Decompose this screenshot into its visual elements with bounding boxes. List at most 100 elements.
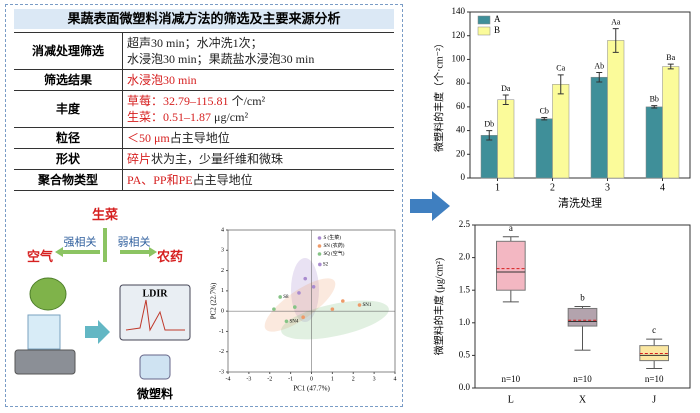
row-label: 粒径 <box>14 127 123 149</box>
row-content: 超声30 min；水冲洗1次； 水浸泡30 min；果蔬盐水浸泡30 min <box>122 32 394 70</box>
y-axis-title: 微塑料的丰度（个·cm⁻²） <box>432 38 445 152</box>
row-label: 丰度 <box>14 90 123 128</box>
table-row: 筛选结果 水浸泡30 min <box>14 69 394 91</box>
legend-label: SN (农药) <box>324 242 345 249</box>
y-tick-label: 120 <box>452 30 466 40</box>
y-tick-label: 0.5 <box>459 349 471 359</box>
point-label: S2 <box>323 263 329 268</box>
content-text: 草莓：32.79–115.81 <box>127 94 229 108</box>
y-tick-label: 1 <box>221 288 224 294</box>
x-tick-label: 3 <box>605 182 610 193</box>
content-line: 草莓：32.79–115.81 个/cm² <box>127 93 390 109</box>
y-tick-label: 20 <box>456 148 466 158</box>
summary-table: 消减处理筛选 超声30 min；水冲洗1次； 水浸泡30 min；果蔬盐水浸泡30 … <box>14 32 394 191</box>
row-content: 碎片状为主，少量纤维和微珠 <box>122 148 394 170</box>
content-line: PA、PP和PE占主导地位 <box>127 172 390 188</box>
n-label: n=10 <box>502 374 521 384</box>
bar <box>662 66 680 179</box>
y-tick-label: -2 <box>219 349 224 355</box>
x-tick-label: 1 <box>331 376 334 382</box>
x-tick-label: -1 <box>288 376 293 382</box>
x-tick-label: J <box>652 394 656 405</box>
error-bar <box>486 130 493 141</box>
point <box>303 276 308 281</box>
point-label: S8 <box>283 295 289 300</box>
significance-label: Bb <box>650 94 659 103</box>
significance-label: Ba <box>666 53 675 62</box>
arrow-head <box>149 247 157 257</box>
y-tick-label: 2.0 <box>459 252 471 262</box>
strong-label: 强相关 <box>64 235 97 249</box>
y-tick-label: 1.0 <box>459 317 471 327</box>
point <box>272 307 276 311</box>
y-tick-label: 140 <box>452 6 466 16</box>
y-tick-label: 60 <box>456 101 466 111</box>
box <box>567 307 598 327</box>
point <box>278 295 282 299</box>
legend-swatch <box>477 26 491 36</box>
content-text: 水浸泡30 min <box>127 73 197 87</box>
beaker-icon <box>27 314 61 350</box>
stirrer-icon <box>14 349 76 375</box>
content-text: PA、PP和PE <box>127 173 193 187</box>
significance-label: c <box>652 325 656 335</box>
weak-label: 弱相关 <box>118 235 151 249</box>
content-line: 超声30 min；水冲洗1次； <box>127 35 390 51</box>
bar <box>607 40 625 179</box>
content-text: 占主导地位 <box>169 131 230 145</box>
lettuce-icon <box>29 277 67 311</box>
spectrum-icon <box>125 299 185 332</box>
table-row: 粒径 ＜50 μm占主导地位 <box>14 127 394 149</box>
point <box>330 307 335 311</box>
big-arrow <box>410 191 450 221</box>
y-tick-label: 2 <box>221 268 224 274</box>
legend-label: SQ (空气) <box>324 250 345 257</box>
box <box>496 240 526 291</box>
point <box>318 262 322 267</box>
bar <box>552 84 570 179</box>
legend-marker <box>317 252 322 256</box>
significance-label: Ca <box>556 64 565 73</box>
significance-label: a <box>509 223 513 233</box>
x-tick-label: 2 <box>352 376 355 382</box>
point <box>301 315 305 320</box>
box <box>639 345 669 362</box>
device-label: LDIR <box>142 288 168 299</box>
bar <box>535 118 553 179</box>
legend-marker <box>317 244 322 248</box>
point-label: SN4 <box>289 319 298 324</box>
x-tick-label: -2 <box>267 376 272 382</box>
point <box>357 303 362 307</box>
content-text: 水浸泡30 min；果蔬盐水浸泡30 min <box>127 52 315 66</box>
table-row: 消减处理筛选 超声30 min；水冲洗1次； 水浸泡30 min；果蔬盐水浸泡30 … <box>14 32 394 70</box>
y-tick-label: -1 <box>219 329 224 335</box>
confidence-ellipse <box>291 258 319 322</box>
content-line: 碎片状为主，少量纤维和微珠 <box>127 151 390 167</box>
relation-diagram: 生菜 强相关 弱相关 空气 农药 LDIR 微塑料 <box>14 207 191 401</box>
point <box>297 291 301 295</box>
content-text: ＜50 μm <box>127 131 170 145</box>
confidence-ellipse <box>281 300 389 340</box>
significance-label: Da <box>501 84 511 93</box>
legend-label: A <box>494 14 501 24</box>
row-label: 聚合物类型 <box>14 169 123 191</box>
ldir-device <box>119 284 191 341</box>
x-axis-title: PC1 (47.7%) <box>293 385 330 393</box>
point <box>293 305 297 309</box>
plot-frame <box>474 224 691 389</box>
bar <box>645 106 663 179</box>
y-tick-label: 2.5 <box>459 219 471 229</box>
content-text: 碎片 <box>127 152 152 166</box>
n-label: n=10 <box>645 374 664 384</box>
row-content: 水浸泡30 min <box>122 69 394 91</box>
x-axis-title: 清洗处理 <box>558 197 602 210</box>
left-panel: 果蔬表面微塑料消减方法的筛选及主要来源分析 消减处理筛选 超声30 min；水冲洗… <box>5 4 403 407</box>
confidence-ellipse <box>264 278 336 332</box>
content-text: 占主导地位 <box>192 173 253 187</box>
pesticide-label: 农药 <box>156 249 183 264</box>
table-row: 形状 碎片状为主，少量纤维和微珠 <box>14 148 394 170</box>
x-tick-label: -4 <box>226 376 231 382</box>
y-axis-title: PC2 (22.7%) <box>210 282 218 319</box>
